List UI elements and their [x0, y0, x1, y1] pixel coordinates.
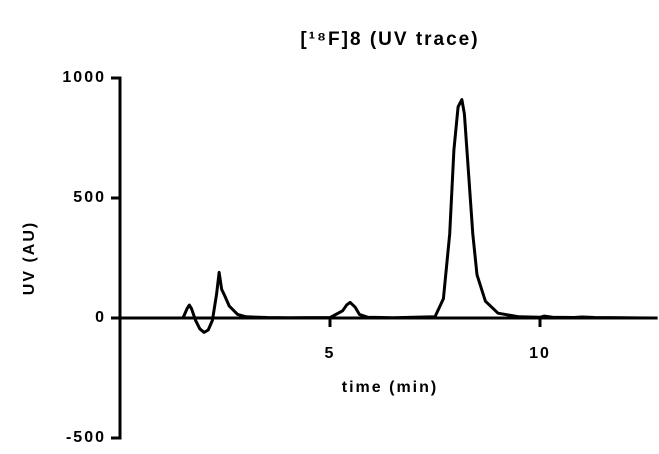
y-tick-label: 1000 — [62, 69, 106, 86]
x-axis-label: time (min) — [342, 379, 438, 396]
x-tick-label: 5 — [325, 345, 336, 362]
y-tick-label: 0 — [95, 309, 106, 326]
y-axis-label: UV (AU) — [21, 221, 38, 295]
x-tick-label: 10 — [529, 345, 551, 362]
chart-title: [¹⁸F]8 (UV trace) — [300, 29, 479, 50]
y-tick-label: -500 — [66, 429, 106, 446]
y-tick-label: 500 — [73, 189, 106, 206]
trace-line — [181, 98, 654, 334]
